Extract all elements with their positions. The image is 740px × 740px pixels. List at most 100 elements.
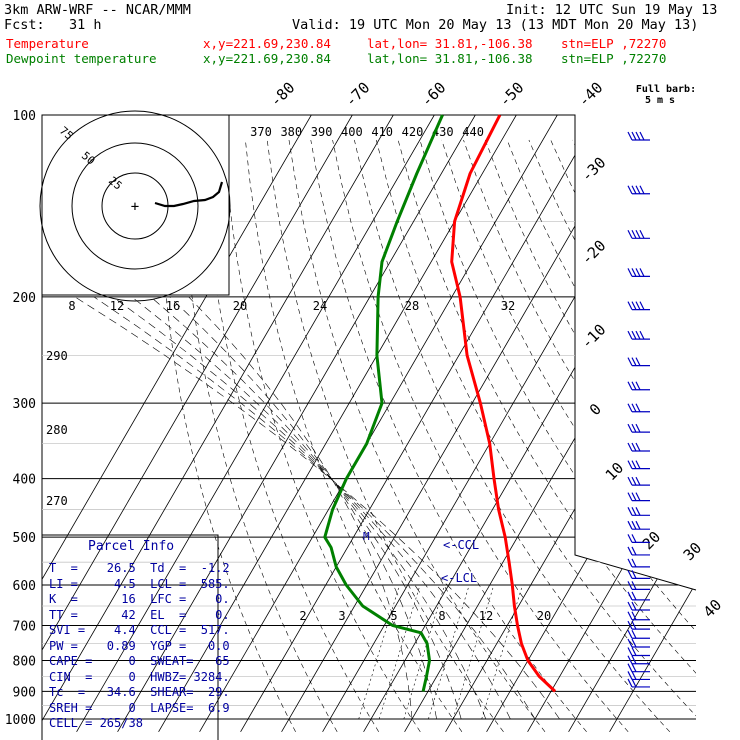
speed-scale-label: 32 (501, 299, 515, 313)
dry-adiabat (615, 139, 696, 733)
theta-label: 280 (46, 423, 68, 437)
moist-adiabat (112, 296, 511, 720)
dry-adiabat (376, 139, 696, 733)
parcel-info-row: K = 16 LFC = 0. (49, 592, 230, 606)
isotherm-label: -70 (342, 79, 374, 111)
wind-barb-flag (635, 476, 641, 486)
wind-barb-flag (631, 423, 637, 433)
isotherm-label: -80 (267, 79, 299, 111)
isotherm-label: 40 (700, 596, 726, 622)
wind-barb-flag (631, 476, 637, 486)
wind-barb-flag (627, 671, 633, 680)
wind-barb-flag (639, 185, 645, 194)
dry-adiabat (266, 139, 504, 732)
wind-barb-flag (627, 678, 633, 688)
parcel-info-row: SREH = 0 LAPSE= 6.9 (49, 700, 230, 715)
ccl-marker: <-CCL (443, 538, 479, 552)
dewpoint-latlon: lat,lon= 31.81,-106.38 (367, 51, 533, 66)
isotherm-label: 10 (602, 459, 628, 485)
wind-barb-flag (631, 546, 637, 556)
wind-barb-flag (631, 534, 637, 543)
dry-adiabat (397, 139, 696, 733)
speed-scale-label: 8 (68, 299, 75, 313)
dry-adiabat (463, 139, 696, 733)
wind-barb-flag (631, 460, 637, 469)
wind-barb-flag (627, 570, 633, 579)
temperature-profile (450, 114, 557, 693)
wind-barb-flag (627, 655, 633, 664)
wind-barb-flag (631, 647, 637, 656)
speed-scale-label: 24 (313, 299, 327, 313)
mixing-ratio-label: 20 (537, 609, 551, 623)
wind-barb-flag (627, 131, 633, 141)
wind-barb-flag (627, 492, 633, 501)
parcel-info-row: TT = 42 EL = 0. (49, 607, 230, 622)
dry-adiabat (419, 139, 696, 733)
speed-scale-label: 12 (110, 299, 124, 313)
temperature-legend: Temperature (6, 36, 89, 51)
wind-barb-flag (627, 442, 633, 452)
wind-barb-flag (631, 507, 637, 516)
wind-barb-flag (627, 330, 633, 340)
forecast-hour: Fcst: 31 h (4, 17, 102, 33)
wind-barb-flag (631, 678, 637, 688)
wind-barb-flag (631, 442, 637, 452)
wind-barb-flag (631, 663, 637, 672)
wind-barb-flag (627, 647, 633, 656)
pressure-tick-label: 600 (13, 579, 36, 594)
wind-barb-flag (627, 611, 633, 621)
dry-adiabat (659, 139, 696, 733)
wind-barb-flag (631, 520, 637, 530)
wind-barb-flag (639, 330, 645, 340)
pressure-tick-label: 1000 (5, 713, 36, 728)
speed-scale-label: 20 (233, 299, 247, 313)
mixing-ratio-label: 12 (479, 609, 493, 623)
wind-barb-flag (627, 476, 633, 486)
isotherm-line (527, 115, 696, 732)
wind-barb-flag (631, 591, 637, 601)
hodograph-ring (39, 110, 231, 302)
isotherm-line (568, 115, 696, 732)
moist-adiabat (188, 296, 413, 720)
isotherm-label: 20 (639, 528, 665, 554)
pressure-tick-label: 500 (13, 531, 36, 546)
wind-barb-flag (631, 581, 637, 590)
wind-barb-flag (627, 638, 633, 648)
parcel-info-frame (42, 534, 219, 740)
wind-barb-flag (631, 570, 637, 579)
wind-barb-flag (635, 381, 641, 390)
theta-label: 420 (402, 125, 424, 139)
wind-barb-flag (635, 507, 641, 516)
dry-adiabat (179, 139, 338, 732)
wind-barb-flag (635, 357, 641, 366)
wind-barb-flag (627, 357, 633, 366)
wind-barb-flag (631, 230, 637, 239)
wind-barb-flag (627, 591, 633, 601)
isotherm-label: -50 (496, 79, 528, 111)
wind-barb-flag (639, 131, 645, 141)
theta-label: 370 (250, 125, 272, 139)
wind-barb-flag (635, 520, 641, 530)
parcel-info-row: CELL = 265/38 (49, 716, 143, 730)
wind-barb-flag (631, 558, 637, 568)
wind-barb-flag (627, 423, 633, 433)
pressure-tick-label: 800 (13, 654, 36, 669)
moist-adiabat (93, 296, 536, 720)
hodograph-trace (154, 181, 224, 208)
wind-barb-flag (627, 507, 633, 516)
wind-barb-flag (635, 330, 641, 340)
wind-barb-flag (635, 131, 641, 141)
wind-barb-flag (631, 403, 637, 413)
dry-adiabat (223, 139, 421, 732)
pressure-tick-label: 200 (13, 291, 36, 306)
level-marker: M (363, 530, 370, 543)
mixing-ratio-line (378, 584, 421, 720)
wind-barb-flag (635, 442, 641, 452)
isotherm-line (609, 115, 696, 732)
dry-adiabat (201, 139, 379, 732)
wind-barb-flag (631, 655, 637, 664)
pressure-tick-label: 400 (13, 473, 36, 488)
wind-barb-flag (627, 301, 633, 310)
wind-barb-flag (627, 558, 633, 568)
parcel-info-row: T = 26.5 Td = -1.2 (49, 561, 230, 575)
